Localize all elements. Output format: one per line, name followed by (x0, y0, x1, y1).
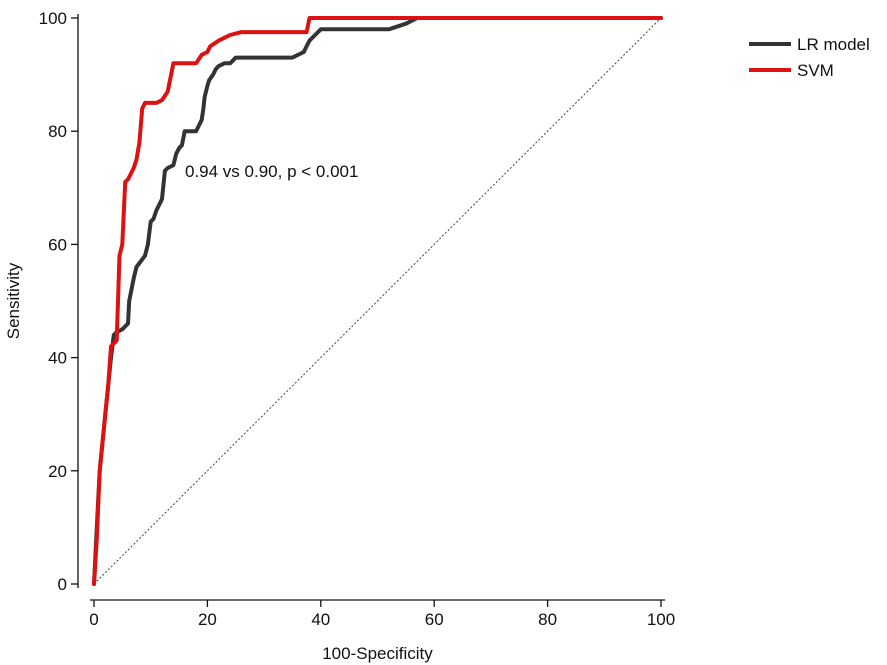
x-axis-title: 100-Specificity (322, 644, 433, 663)
x-tick-label: 20 (198, 610, 217, 629)
y-tick-label: 80 (48, 122, 67, 141)
x-tick-label: 100 (647, 610, 675, 629)
x-tick-label: 40 (311, 610, 330, 629)
y-tick-label: 40 (48, 349, 67, 368)
reference-diagonal-line (93, 17, 662, 585)
x-tick-label: 0 (89, 610, 98, 629)
y-tick-label: 100 (39, 9, 67, 28)
legend-label-lr-model: LR model (797, 35, 870, 54)
x-tick-label: 80 (538, 610, 557, 629)
y-tick-label: 0 (58, 575, 67, 594)
plot-area (92, 16, 663, 586)
legend: LR model SVM (749, 35, 870, 80)
series-line-lr-model (92, 16, 663, 586)
y-tick-label: 20 (48, 462, 67, 481)
y-tick-label: 60 (48, 235, 67, 254)
axes: 0 20 40 60 80 100 0 20 40 60 80 100 (39, 9, 676, 629)
y-axis-title: Sensitivity (4, 262, 23, 339)
auc-comparison-annotation: 0.94 vs 0.90, p < 0.001 (185, 162, 358, 181)
legend-label-svm: SVM (797, 61, 834, 80)
series-line-svm (92, 16, 663, 586)
x-tick-label: 60 (425, 610, 444, 629)
